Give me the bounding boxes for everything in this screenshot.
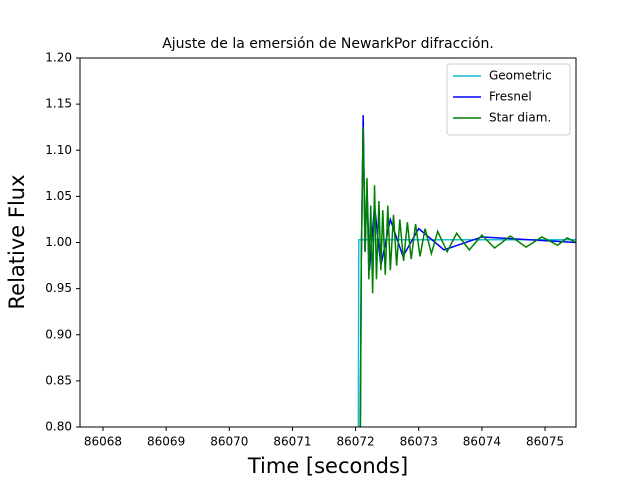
chart-title: Ajuste de la emersión de NewarkPor difra… [162, 36, 494, 52]
y-tick-label: 0.95 [45, 281, 72, 295]
y-tick-label: 0.80 [45, 420, 72, 434]
y-tick-label: 1.00 [45, 235, 72, 249]
plot-area [357, 115, 576, 427]
x-axis-title: Time [seconds] [247, 454, 408, 478]
x-tick-label: 86070 [210, 435, 248, 449]
y-tick-label: 0.85 [45, 373, 72, 387]
legend-label: Geometric [489, 69, 552, 83]
y-tick-label: 0.90 [45, 327, 72, 341]
y-tick-label: 1.05 [45, 189, 72, 203]
y-tick-label: 1.10 [45, 143, 72, 157]
x-tick-label: 86073 [400, 435, 438, 449]
legend-label: Star diam. [489, 111, 551, 125]
series-line [359, 127, 576, 427]
x-tick-label: 86069 [147, 435, 185, 449]
x-tick-label: 86068 [84, 435, 122, 449]
x-tick-label: 86074 [463, 435, 501, 449]
series-line [359, 115, 576, 427]
series-line [357, 238, 576, 427]
legend-label: Fresnel [489, 90, 532, 104]
x-tick-label: 86072 [337, 435, 375, 449]
x-tick-label: 86071 [273, 435, 311, 449]
y-tick-label: 1.15 [45, 97, 72, 111]
y-tick-label: 1.20 [45, 51, 72, 65]
x-tick-label: 86075 [526, 435, 564, 449]
y-axis-title: Relative Flux [5, 174, 29, 309]
plot-frame [79, 57, 577, 428]
